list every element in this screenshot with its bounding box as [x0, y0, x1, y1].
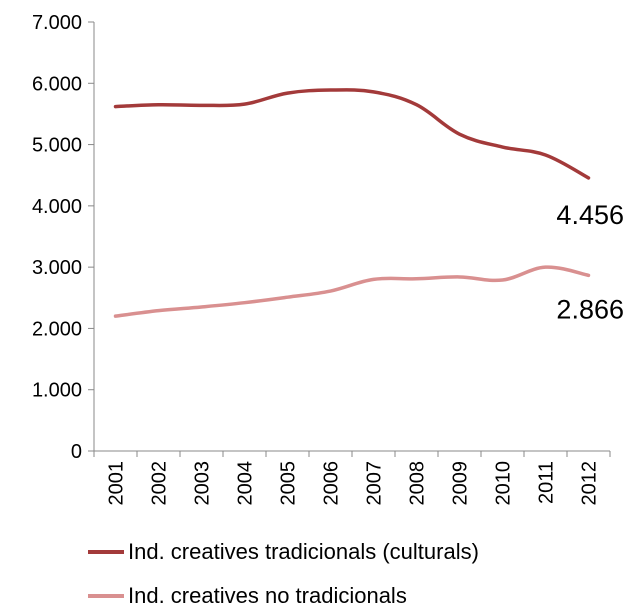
- x-tick-label: 2006: [321, 461, 343, 506]
- y-tick-label: 5.000: [32, 135, 82, 157]
- data-label-traditional-2012: 4.456: [556, 200, 624, 230]
- data-label-non-traditional-2012: 2.866: [556, 294, 624, 324]
- legend-swatch-traditional: [88, 550, 124, 554]
- series-line-traditional: [113, 88, 591, 180]
- x-tick-label: 2001: [106, 461, 128, 506]
- x-tick-label: 2005: [278, 461, 300, 506]
- x-tick-label: 2003: [192, 461, 214, 506]
- x-tick-label: 2012: [579, 461, 601, 506]
- x-tick-label: 2010: [493, 461, 515, 506]
- y-tick-label: 2.000: [32, 318, 82, 340]
- y-tick-label: 3.000: [32, 257, 82, 279]
- legend-label-traditional: Ind. creatives tradicionals (culturals): [128, 539, 479, 564]
- legend-swatch-non-traditional: [88, 594, 124, 598]
- legend-label-non-traditional: Ind. creatives no tradicionals: [128, 583, 407, 608]
- x-tick-label: 2004: [235, 461, 257, 506]
- legend-item-traditional: Ind. creatives tradicionals (culturals): [88, 539, 479, 565]
- y-tick-label: 1.000: [32, 380, 82, 402]
- x-tick-label: 2002: [149, 461, 171, 506]
- x-tick-label: 2007: [364, 461, 386, 506]
- series-lines: [113, 88, 591, 318]
- legend-item-non-traditional: Ind. creatives no tradicionals: [88, 583, 407, 609]
- series-line-non-traditional: [113, 265, 591, 318]
- x-tick-label: 2011: [536, 461, 558, 504]
- y-tick-label: 0: [71, 441, 82, 463]
- y-tick-label: 7.000: [32, 12, 82, 34]
- y-tick-label: 4.000: [32, 196, 82, 218]
- x-tick-label: 2009: [450, 461, 472, 506]
- y-tick-label: 6.000: [32, 73, 82, 95]
- data-labels: 4.456 2.866: [556, 200, 624, 324]
- axes: 0 1.000 2.000 3.000 4.000 5.000 6.000 7.000 2001…: [32, 12, 611, 506]
- x-tick-label: 2008: [407, 461, 429, 506]
